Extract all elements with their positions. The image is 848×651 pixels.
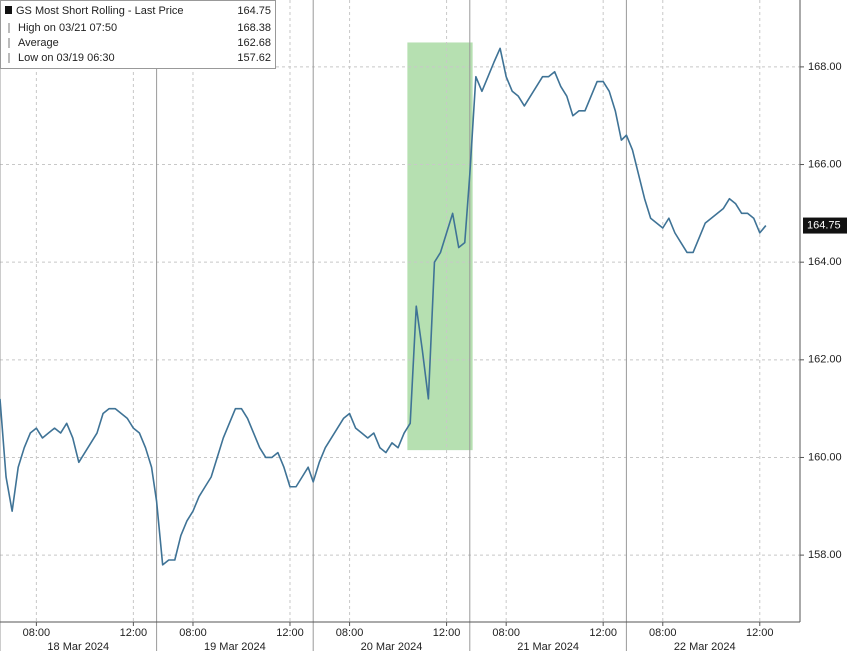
legend-label: GS Most Short Rolling - Last Price (16, 5, 184, 17)
last-price-label: 164.75 (807, 219, 841, 231)
legend-label: High on 03/21 07:50 (18, 22, 117, 34)
x-group-label: 19 Mar 2024 (204, 641, 266, 651)
y-tick-label: 160.00 (808, 451, 842, 463)
legend-value: 162.68 (237, 37, 271, 49)
x-group-label: 21 Mar 2024 (517, 641, 579, 651)
legend-box (0, 0, 276, 69)
x-tick-label: 08:00 (492, 627, 520, 639)
y-tick-label: 166.00 (808, 158, 842, 170)
x-tick-label: 12:00 (746, 627, 774, 639)
x-tick-label: 08:00 (179, 627, 207, 639)
legend-label: Average (18, 37, 59, 49)
y-tick-label: 164.00 (808, 256, 842, 268)
highlight-region (407, 42, 473, 451)
price-line (0, 47, 767, 566)
x-tick-label: 12:00 (276, 627, 304, 639)
x-group-label: 20 Mar 2024 (361, 641, 423, 651)
x-tick-label: 08:00 (649, 627, 677, 639)
x-group-label: 18 Mar 2024 (47, 641, 109, 651)
x-tick-label: 12:00 (433, 627, 461, 639)
y-tick-label: 158.00 (808, 549, 842, 561)
legend-value: 157.62 (237, 52, 271, 64)
x-tick-label: 08:00 (336, 627, 364, 639)
legend-value: 164.75 (237, 5, 271, 17)
legend-value: 168.38 (237, 22, 271, 34)
x-tick-label: 12:00 (120, 627, 148, 639)
y-tick-label: 162.00 (808, 354, 842, 366)
x-group-label: 22 Mar 2024 (674, 641, 736, 651)
legend: GS Most Short Rolling - Last Price 164.75… (0, 0, 276, 69)
x-tick-label: 12:00 (589, 627, 617, 639)
legend-swatch (5, 6, 12, 14)
legend-label: Low on 03/19 06:30 (18, 52, 115, 64)
last-price-tag (803, 217, 847, 234)
x-tick-label: 08:00 (23, 627, 51, 639)
y-tick-label: 168.00 (808, 61, 842, 73)
